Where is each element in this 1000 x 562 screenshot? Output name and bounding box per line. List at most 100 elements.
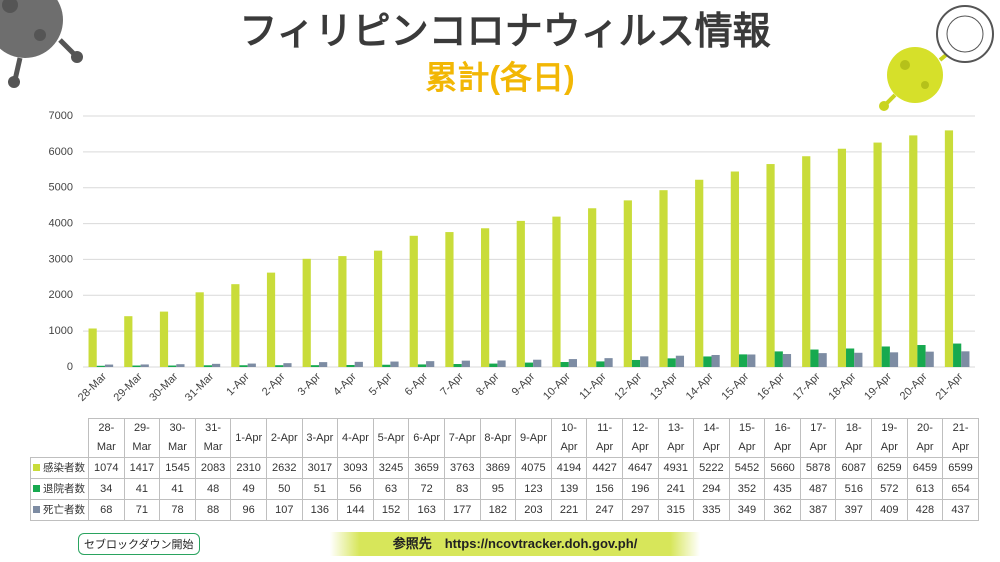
bar (738, 354, 748, 367)
value-cell: 78 (159, 499, 196, 521)
header-cell: 10-Apr (550, 418, 588, 458)
value-cell: 49 (230, 478, 267, 500)
value-cell: 3869 (479, 457, 517, 479)
value-cell: 1074 (88, 457, 125, 479)
bar (497, 360, 506, 367)
bar (846, 348, 855, 367)
value-cell: 3659 (408, 457, 445, 479)
x-tick-label: 13-Apr (648, 370, 680, 402)
value-cell: 294 (693, 478, 730, 500)
value-cell: 63 (372, 478, 410, 500)
bar (319, 362, 328, 367)
header-cell: 12-Apr (621, 418, 659, 458)
bar (588, 208, 597, 367)
bar (247, 363, 256, 367)
value-cell: 4075 (515, 457, 552, 479)
value-cell: 3017 (301, 457, 339, 479)
bar (203, 365, 212, 367)
x-tick-label: 31-Mar (183, 370, 216, 403)
legend-cell: 退院者数 (30, 478, 89, 500)
bar (889, 352, 899, 367)
value-cell: 6087 (835, 457, 873, 479)
bar (703, 356, 712, 367)
value-cell: 96 (230, 499, 267, 521)
value-cell: 68 (88, 499, 125, 521)
value-cell: 4647 (621, 457, 659, 479)
x-tick-label: 28-Mar (76, 370, 109, 403)
bar (176, 364, 185, 367)
bar (489, 363, 498, 367)
value-cell: 182 (479, 499, 517, 521)
y-tick-label: 6000 (49, 146, 73, 158)
header-cell: 31-Mar (194, 418, 232, 458)
header-cell: 1-Apr (230, 418, 267, 458)
chart-title: フィリピンコロナウィルス情報 (239, 11, 770, 53)
y-tick-label: 4000 (49, 217, 73, 229)
header-cell: 5-Apr (372, 418, 410, 458)
header-cell: 29-Mar (123, 418, 161, 458)
bar (730, 171, 739, 367)
header-cell: 21-Apr (942, 418, 979, 458)
value-cell: 241 (657, 478, 695, 500)
data-row: 退院者数 34 41 41 48 49 50 51 56 63 72 83 95 123 139 156 196… (30, 478, 979, 500)
x-tick-label: 9-Apr (510, 370, 538, 398)
header-cell: 8-Apr (479, 418, 517, 458)
bar (604, 358, 613, 367)
x-tick-label: 8-Apr (474, 370, 502, 398)
value-cell: 428 (906, 499, 944, 521)
x-tick-label: 17-Apr (791, 370, 823, 402)
value-cell: 4194 (550, 457, 588, 479)
header-cell: 2-Apr (265, 418, 303, 458)
value-cell: 83 (443, 478, 481, 500)
bar (104, 364, 114, 367)
bar (124, 316, 133, 367)
header-cell: 20-Apr (906, 418, 944, 458)
x-tick-label: 11-Apr (577, 370, 608, 401)
value-cell: 335 (693, 499, 730, 521)
bar (766, 164, 775, 367)
bar (596, 361, 605, 367)
header-cell: 9-Apr (515, 418, 552, 458)
data-table: 28-Mar 29-Mar 30-Mar 31-Mar 1-Apr 2-Apr 3-Apr 4… (30, 418, 979, 521)
value-cell: 72 (408, 478, 445, 500)
x-tick-label: 15-Apr (719, 370, 751, 402)
value-cell: 107 (265, 499, 303, 521)
bar (802, 156, 811, 367)
bar (961, 351, 970, 367)
value-cell: 2310 (230, 457, 267, 479)
value-cell: 71 (123, 499, 161, 521)
value-cell: 387 (799, 499, 837, 521)
value-cell: 4931 (657, 457, 695, 479)
value-cell: 48 (194, 478, 232, 500)
header-cell: 4-Apr (337, 418, 374, 458)
x-tick-label: 18-Apr (826, 370, 858, 402)
value-cell: 4427 (586, 457, 623, 479)
value-cell: 613 (906, 478, 944, 500)
header-cell: 28-Mar (88, 418, 125, 458)
value-cell: 315 (657, 499, 695, 521)
virus-left (0, 0, 83, 88)
header-cell: 7-Apr (443, 418, 481, 458)
value-cell: 3093 (337, 457, 374, 479)
value-cell: 5878 (799, 457, 837, 479)
bar (747, 354, 756, 367)
legend-swatch (33, 463, 40, 471)
logo (936, 5, 994, 63)
value-cell: 5222 (693, 457, 730, 479)
bar (837, 148, 847, 367)
x-tick-label: 10-Apr (541, 370, 573, 402)
x-tick-label: 29-Mar (112, 370, 145, 403)
bar (774, 351, 783, 367)
value-cell: 572 (871, 478, 908, 500)
y-tick-label: 0 (67, 361, 73, 373)
value-cell: 435 (764, 478, 801, 500)
value-cell: 297 (621, 499, 659, 521)
bar (711, 354, 720, 367)
header-row: 28-Mar 29-Mar 30-Mar 31-Mar 1-Apr 2-Apr 3-Apr 4… (30, 418, 979, 458)
bar (917, 345, 926, 367)
y-tick-label: 3000 (49, 253, 73, 265)
bar (524, 362, 534, 367)
bar (275, 365, 284, 367)
header-cell: 11-Apr (586, 418, 623, 458)
legend-swatch (33, 505, 40, 513)
